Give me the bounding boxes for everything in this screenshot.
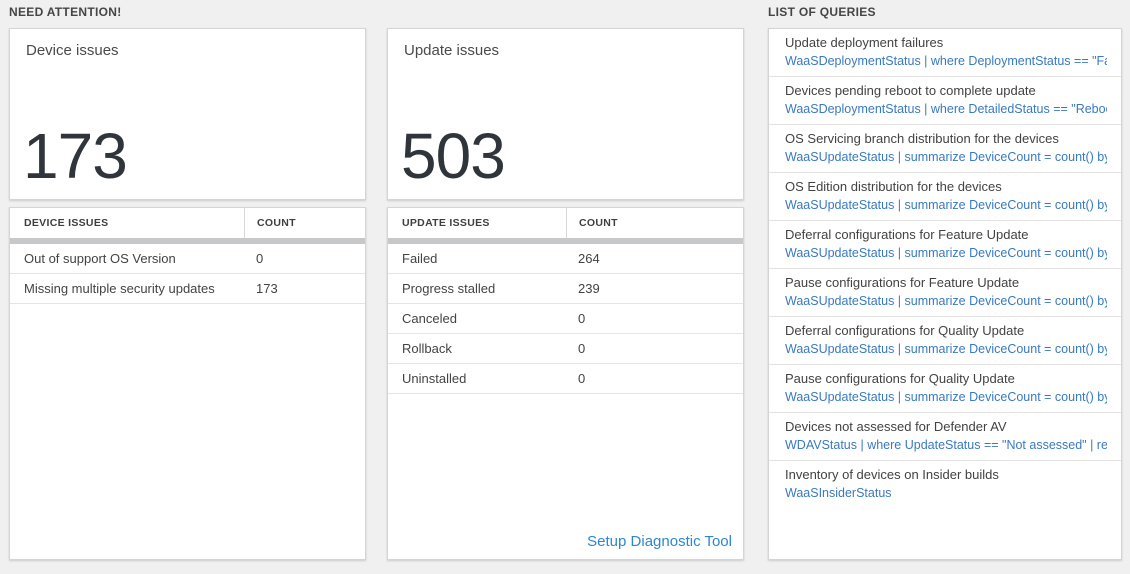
query-text: WaaSUpdateStatus | summarize DeviceCount…: [785, 342, 1107, 356]
query-title: Devices not assessed for Defender AV: [785, 419, 1007, 434]
device-issues-card-title: Device issues: [26, 42, 119, 59]
list-of-queries-panel: Update deployment failures WaaSDeploymen…: [768, 28, 1122, 560]
table-row[interactable]: Out of support OS Version 0: [10, 244, 365, 274]
query-item[interactable]: Deferral configurations for Feature Upda…: [769, 221, 1121, 269]
query-title: Deferral configurations for Feature Upda…: [785, 227, 1029, 242]
table-row[interactable]: Canceled 0: [388, 304, 743, 334]
query-title: Update deployment failures: [785, 35, 944, 50]
update-issues-table-header: UPDATE ISSUES COUNT: [388, 208, 743, 238]
query-title: Pause configurations for Quality Update: [785, 371, 1015, 386]
issue-label: Rollback: [402, 341, 452, 356]
query-text: WaaSDeploymentStatus | where DetailedSta…: [785, 102, 1107, 116]
table-row[interactable]: Rollback 0: [388, 334, 743, 364]
query-text: WaaSDeploymentStatus | where DeploymentS…: [785, 54, 1107, 68]
need-attention-section-label: NEED ATTENTION!: [9, 5, 122, 19]
update-issues-card-title: Update issues: [404, 42, 500, 59]
query-item[interactable]: OS Edition distribution for the devices …: [769, 173, 1121, 221]
query-title: OS Edition distribution for the devices: [785, 179, 1002, 194]
query-item[interactable]: Deferral configurations for Quality Upda…: [769, 317, 1121, 365]
query-item[interactable]: Update deployment failures WaaSDeploymen…: [769, 29, 1121, 77]
issue-label: Out of support OS Version: [24, 251, 176, 266]
table-row[interactable]: Failed 264: [388, 244, 743, 274]
query-text: WaaSUpdateStatus | summarize DeviceCount…: [785, 246, 1107, 260]
query-item[interactable]: Pause configurations for Feature Update …: [769, 269, 1121, 317]
device-issues-table-header: DEVICE ISSUES COUNT: [10, 208, 365, 238]
table-row[interactable]: Missing multiple security updates 173: [10, 274, 365, 304]
issue-label: Uninstalled: [402, 371, 467, 386]
issue-label: Missing multiple security updates: [24, 281, 215, 296]
issue-label: Canceled: [402, 311, 457, 326]
query-text: WaaSUpdateStatus | summarize DeviceCount…: [785, 294, 1107, 308]
query-item[interactable]: Devices not assessed for Defender AV WDA…: [769, 413, 1121, 461]
issue-label: Progress stalled: [402, 281, 496, 296]
update-issues-column-header: UPDATE ISSUES: [402, 217, 490, 229]
query-text: WaaSUpdateStatus | summarize DeviceCount…: [785, 390, 1107, 404]
device-issues-table: DEVICE ISSUES COUNT Out of support OS Ve…: [9, 207, 366, 560]
table-row[interactable]: Uninstalled 0: [388, 364, 743, 394]
update-issues-card[interactable]: Update issues 503: [387, 28, 744, 200]
update-issues-count: 503: [401, 120, 506, 192]
query-text: WaaSInsiderStatus: [785, 486, 892, 500]
issue-count: 239: [578, 281, 600, 296]
query-item[interactable]: Inventory of devices on Insider builds W…: [769, 461, 1121, 508]
query-title: Inventory of devices on Insider builds: [785, 467, 999, 482]
issue-count: 0: [578, 311, 586, 326]
table-scrollbar[interactable]: [10, 238, 365, 244]
query-title: Pause configurations for Feature Update: [785, 275, 1020, 290]
query-item[interactable]: Pause configurations for Quality Update …: [769, 365, 1121, 413]
count-column-header: COUNT: [566, 208, 743, 238]
query-title: Deferral configurations for Quality Upda…: [785, 323, 1025, 338]
table-scrollbar[interactable]: [388, 238, 743, 244]
issue-count: 0: [256, 251, 264, 266]
query-title: OS Servicing branch distribution for the…: [785, 131, 1059, 146]
query-item[interactable]: OS Servicing branch distribution for the…: [769, 125, 1121, 173]
device-issues-card[interactable]: Device issues 173: [9, 28, 366, 200]
issue-count: 0: [578, 371, 586, 386]
query-text: WDAVStatus | where UpdateStatus == "Not …: [785, 438, 1107, 452]
device-issues-count: 173: [23, 120, 128, 192]
device-issues-column-header: DEVICE ISSUES: [24, 217, 109, 229]
count-column-header: COUNT: [244, 208, 365, 238]
issue-label: Failed: [402, 251, 438, 266]
query-text: WaaSUpdateStatus | summarize DeviceCount…: [785, 150, 1107, 164]
query-text: WaaSUpdateStatus | summarize DeviceCount…: [785, 198, 1107, 212]
list-of-queries-section-label: LIST OF QUERIES: [768, 5, 876, 19]
setup-diagnostic-tool-link[interactable]: Setup Diagnostic Tool: [587, 533, 732, 550]
update-issues-table: UPDATE ISSUES COUNT Failed 264 Progress …: [387, 207, 744, 560]
table-row[interactable]: Progress stalled 239: [388, 274, 743, 304]
query-title: Devices pending reboot to complete updat…: [785, 83, 1036, 98]
issue-count: 264: [578, 251, 600, 266]
query-item[interactable]: Devices pending reboot to complete updat…: [769, 77, 1121, 125]
issue-count: 173: [256, 281, 278, 296]
issue-count: 0: [578, 341, 586, 356]
